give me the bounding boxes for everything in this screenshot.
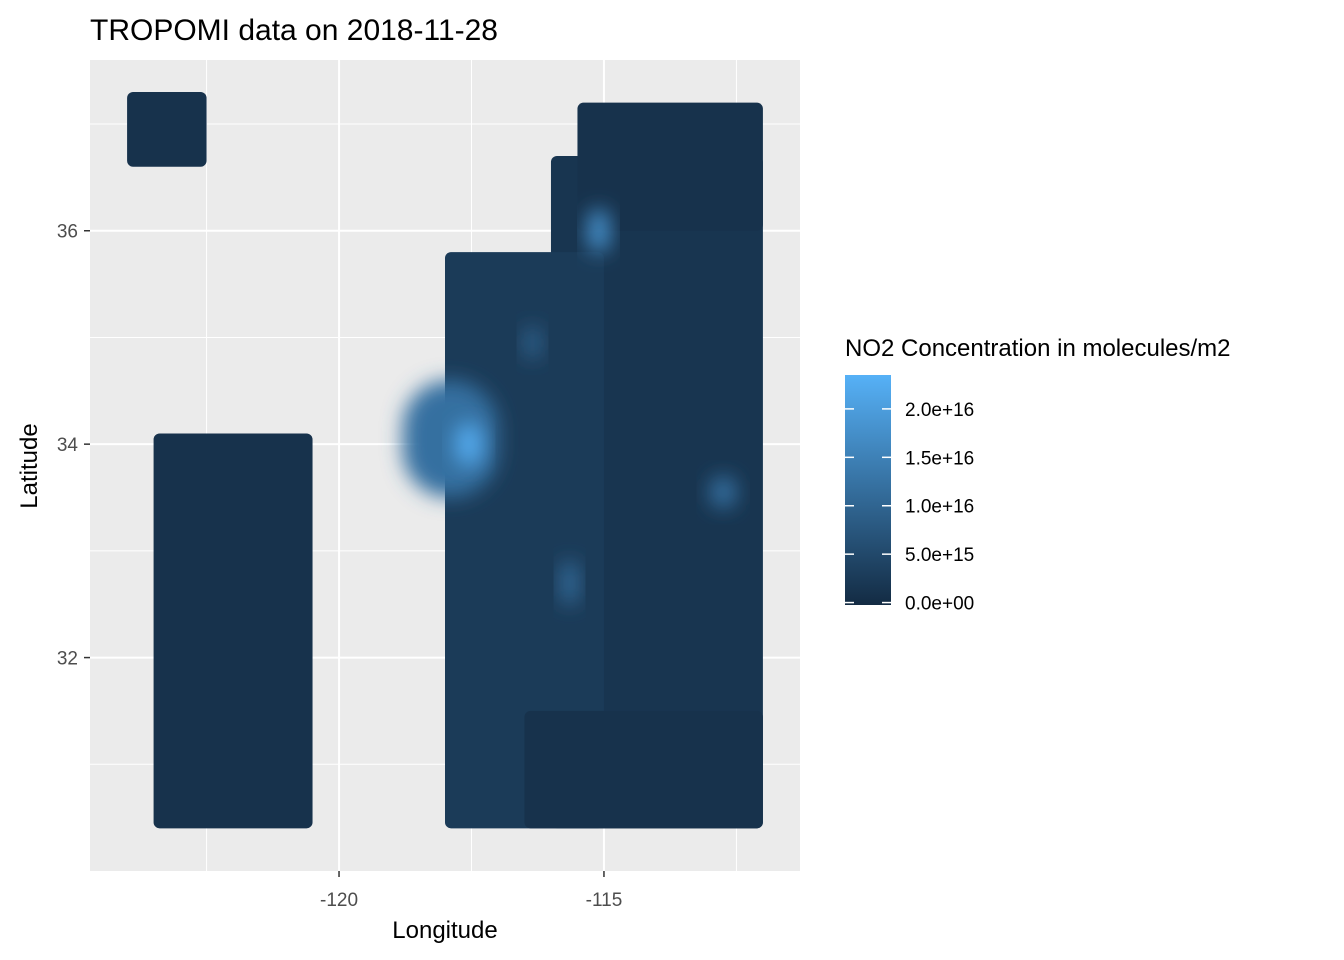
y-tick-label: 32 (57, 649, 78, 670)
legend: NO2 Concentration in molecules/m2 0.0e+0… (845, 335, 1231, 615)
x-tick-label: -115 (586, 890, 623, 911)
region-nw-block (127, 92, 207, 167)
x-axis-ticks: -120 -115 (320, 871, 622, 911)
region-hotspot-5 (524, 326, 541, 359)
region-hotspot-2 (588, 209, 610, 253)
region-hotspot-4 (561, 561, 578, 605)
region-sw-block (153, 433, 313, 829)
region-hotspot-1 (455, 422, 483, 466)
y-axis-ticks: 32 34 36 (57, 222, 90, 670)
x-tick-label: -120 (320, 890, 358, 911)
legend-break-label: 1.5e+16 (905, 448, 974, 469)
legend-colorbar (845, 375, 891, 605)
region-hotspot-3 (709, 476, 737, 509)
region-southeast-main (524, 710, 763, 829)
y-tick-label: 36 (57, 222, 78, 243)
legend-break-label: 5.0e+15 (905, 545, 974, 566)
y-axis-title: Latitude (16, 423, 43, 508)
legend-break-label: 0.0e+00 (905, 594, 974, 615)
y-tick-label: 34 (57, 435, 79, 456)
legend-break-label: 1.0e+16 (905, 497, 974, 518)
data-regions (127, 92, 763, 829)
legend-title: NO2 Concentration in molecules/m2 (845, 335, 1231, 362)
legend-break-label: 2.0e+16 (905, 400, 974, 421)
region-northeast (577, 102, 763, 231)
x-axis-title: Longitude (392, 917, 497, 944)
chart-title: TROPOMI data on 2018-11-28 (90, 14, 498, 47)
region-la-basin (402, 380, 498, 498)
